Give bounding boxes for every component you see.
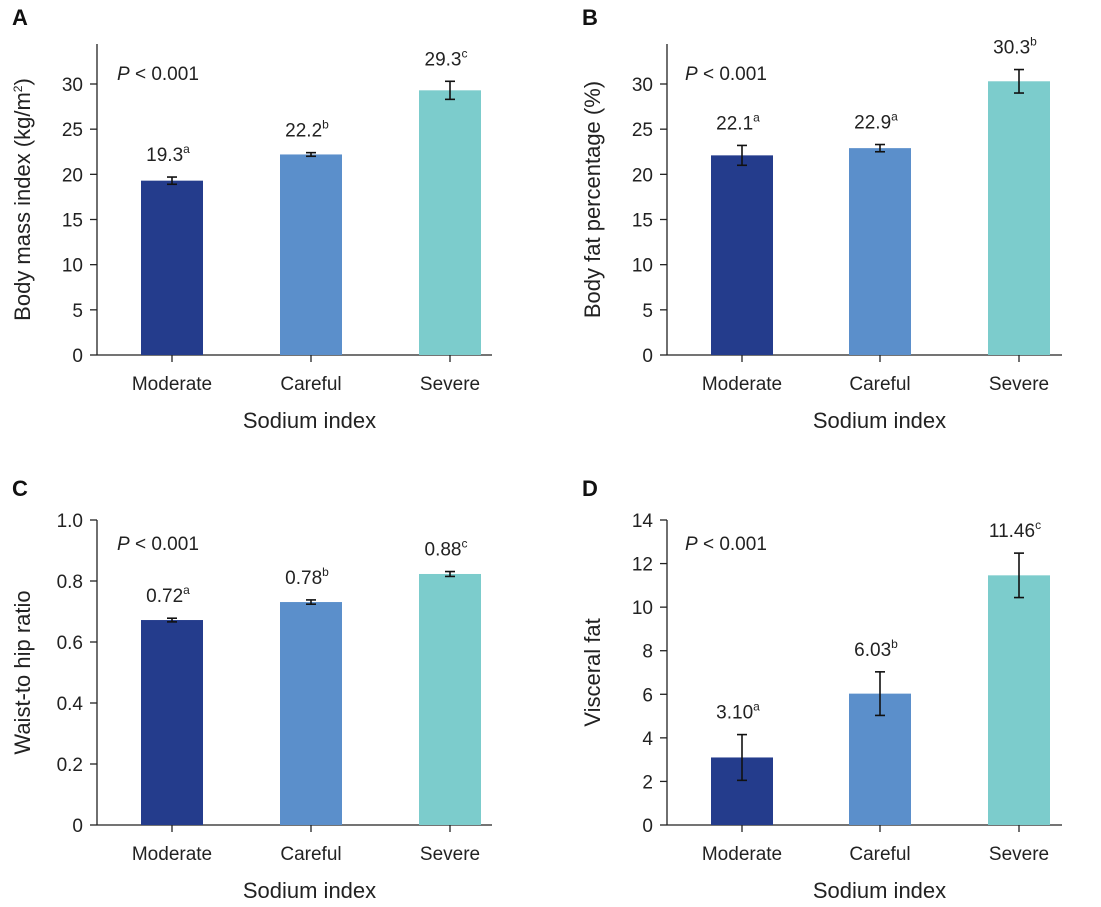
- x-axis-title: Sodium index: [813, 878, 946, 903]
- x-tick-label: Severe: [989, 374, 1049, 395]
- y-tick-label: 0: [642, 816, 653, 837]
- value-label-moderate: 3.10a: [716, 700, 760, 724]
- y-tick-label: 25: [62, 120, 83, 141]
- value-label-moderate: 0.72a: [146, 583, 190, 607]
- value-label-severe: 29.3c: [425, 46, 468, 70]
- x-tick-label: Careful: [849, 374, 910, 395]
- panel-a: A 0 5 10 15 20 25 30 Body mass index (kg/m2) P < …: [10, 5, 492, 433]
- panel-letter: A: [12, 5, 28, 30]
- value-label-moderate: 19.3a: [146, 142, 190, 166]
- y-tick-label: 30: [632, 75, 653, 96]
- x-tick-label: Careful: [280, 844, 341, 865]
- y-tick-label: 0: [72, 346, 83, 367]
- value-label-careful: 22.2b: [285, 118, 329, 142]
- x-tick-label: Severe: [420, 844, 480, 865]
- bar-careful: [280, 602, 342, 825]
- x-tick-label: Moderate: [702, 844, 782, 865]
- y-tick-label: 15: [62, 211, 83, 232]
- y-tick-label: 0.4: [57, 694, 84, 715]
- y-tick-label: 0: [72, 816, 83, 837]
- y-axis-title: Visceral fat: [580, 618, 605, 726]
- x-tick-label: Severe: [420, 374, 480, 395]
- y-tick-label: 20: [632, 165, 653, 186]
- y-tick-label: 10: [632, 598, 653, 619]
- y-tick-label: 10: [62, 256, 83, 277]
- bar-severe: [419, 90, 481, 355]
- bar-moderate: [141, 180, 203, 355]
- y-tick-label: 2: [642, 772, 653, 793]
- y-tick-label: 6: [642, 685, 653, 706]
- panel-c: C 0 0.2 0.4 0.6 0.8 1.0 Waist-to hip ratio P < 0…: [10, 476, 492, 903]
- bar-careful: [849, 148, 911, 355]
- y-axis-title: Body fat percentage (%): [580, 81, 605, 318]
- panel-d: D 0 2 4 6 8 10 12 14 Visceral fat P < 0.001 3.10a Mo…: [580, 476, 1062, 903]
- y-tick-label: 10: [632, 256, 653, 277]
- panel-letter: C: [12, 476, 28, 501]
- value-label-severe: 0.88c: [425, 537, 468, 561]
- value-label-severe: 11.46c: [989, 518, 1041, 542]
- y-tick-label: 14: [632, 511, 654, 532]
- y-tick-label: 25: [632, 120, 653, 141]
- x-tick-label: Careful: [849, 844, 910, 865]
- bar-careful: [280, 154, 342, 355]
- x-tick-label: Moderate: [702, 374, 782, 395]
- y-tick-label: 5: [72, 301, 83, 322]
- bar-moderate: [141, 620, 203, 825]
- y-axis-title: Body mass index (kg/m2): [10, 78, 35, 321]
- x-tick-label: Moderate: [132, 374, 212, 395]
- value-label-careful: 6.03b: [854, 637, 898, 661]
- value-label-severe: 30.3b: [993, 35, 1037, 59]
- y-tick-label: 30: [62, 75, 83, 96]
- panel-b: B 0 5 10 15 20 25 30 Body fat percentage (%) P < …: [580, 5, 1062, 433]
- p-value-label: P < 0.001: [685, 534, 767, 555]
- p-value-label: P < 0.001: [117, 64, 199, 85]
- value-label-moderate: 22.1a: [716, 110, 760, 134]
- x-tick-label: Careful: [280, 374, 341, 395]
- value-label-careful: 22.9a: [854, 110, 898, 134]
- p-value-label: P < 0.001: [117, 534, 199, 555]
- y-tick-label: 15: [632, 211, 653, 232]
- y-tick-label: 0.6: [57, 633, 83, 654]
- y-axis-title: Waist-to hip ratio: [10, 590, 35, 754]
- bar-severe: [988, 81, 1050, 355]
- x-tick-label: Moderate: [132, 844, 212, 865]
- x-axis-title: Sodium index: [243, 408, 376, 433]
- y-tick-label: 4: [642, 729, 653, 750]
- y-tick-label: 5: [642, 301, 653, 322]
- panel-letter: B: [582, 5, 598, 30]
- bar-moderate: [711, 155, 773, 355]
- p-value-label: P < 0.001: [685, 64, 767, 85]
- value-label-careful: 0.78b: [285, 565, 329, 589]
- y-tick-label: 0: [642, 346, 653, 367]
- bar-severe: [419, 573, 481, 825]
- y-tick-label: 20: [62, 165, 83, 186]
- y-tick-label: 1.0: [57, 511, 83, 532]
- x-axis-title: Sodium index: [243, 878, 376, 903]
- x-axis-title: Sodium index: [813, 408, 946, 433]
- y-tick-label: 12: [632, 555, 653, 576]
- bar-severe: [988, 575, 1050, 825]
- panel-letter: D: [582, 476, 598, 501]
- y-tick-label: 8: [642, 642, 653, 663]
- y-tick-label: 0.8: [57, 572, 83, 593]
- x-tick-label: Severe: [989, 844, 1049, 865]
- y-tick-label: 0.2: [57, 755, 83, 776]
